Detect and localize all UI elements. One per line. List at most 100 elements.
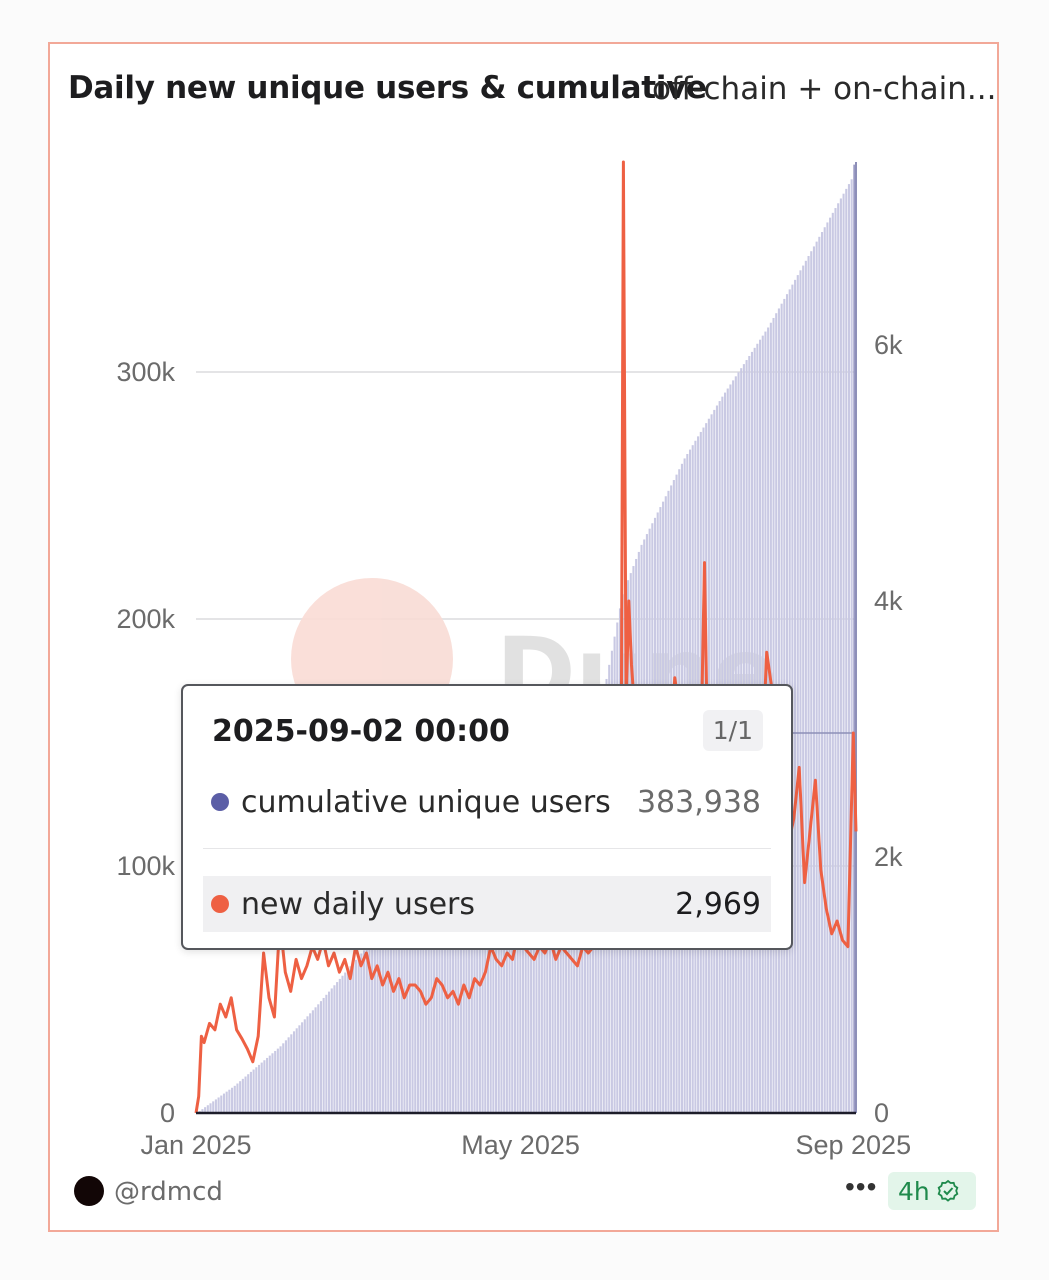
cumulative-bar [834, 208, 837, 1113]
cumulative-bar [220, 1095, 223, 1113]
cumulative-bar [371, 940, 374, 1113]
cumulative-bar [325, 994, 328, 1113]
cumulative-bar [314, 1007, 317, 1113]
chart-title: Daily new unique users & cumulative [68, 70, 707, 106]
cumulative-bar [225, 1091, 228, 1113]
cumulative-bar [416, 889, 419, 1113]
y-left-tick-label: 100k [116, 851, 175, 881]
cumulative-bar [847, 184, 851, 1113]
cumulative-bar [290, 1034, 293, 1113]
cumulative-bar [460, 840, 463, 1113]
cumulative-bar [341, 975, 344, 1113]
tooltip-row-daily: new daily users 2,969 [203, 876, 771, 932]
cumulative-bar [292, 1031, 296, 1113]
cumulative-bar [511, 787, 514, 1113]
tooltip-value: 2,969 [675, 886, 761, 922]
cumulative-bar [271, 1053, 274, 1113]
cumulative-bar [398, 909, 401, 1113]
chart-axes: 0 100k 200k 300k 0 2k 4k 6k Jan 2025 May 2025 Sep … [116, 330, 911, 1160]
cumulative-bar [241, 1078, 244, 1113]
cumulative-bar [508, 790, 511, 1113]
chart-subtitle[interactable]: off-chain + on-chain... [652, 71, 997, 107]
cumulative-bar [373, 937, 376, 1113]
cumulative-bar [387, 921, 390, 1113]
y-left-tick-label: 0 [160, 1098, 175, 1128]
cumulative-bar [414, 892, 417, 1113]
cumulative-bar [249, 1071, 252, 1113]
series-dot-icon [211, 793, 229, 811]
cumulative-bar [319, 1001, 323, 1113]
author-handle[interactable]: @rdmcd [114, 1177, 223, 1207]
cumulative-bar [465, 834, 468, 1113]
tooltip-date: 2025-09-02 00:00 [212, 714, 510, 749]
cumulative-bar [457, 843, 460, 1113]
cumulative-bar [231, 1087, 234, 1113]
cumulative-bar [365, 947, 368, 1113]
cumulative-bar [239, 1081, 242, 1113]
cumulative-bar [438, 865, 441, 1113]
y-left-tick-label: 300k [116, 357, 175, 387]
chart-tooltip: 2025-09-02 00:00 1/1 cumulative unique u… [181, 684, 793, 950]
refresh-age: 4h [898, 1176, 930, 1206]
cumulative-bar [260, 1062, 263, 1113]
cumulative-bar [850, 179, 853, 1114]
cumulative-bar [301, 1022, 304, 1113]
y-right-tick-label: 0 [874, 1098, 889, 1128]
cumulative-bar [807, 256, 810, 1113]
cumulative-bar [204, 1107, 207, 1113]
cumulative-bar [346, 969, 349, 1113]
cumulative-bar [419, 886, 422, 1113]
cumulative-bar [287, 1037, 290, 1113]
cumulative-bar [274, 1050, 277, 1113]
cumulative-bar [354, 959, 358, 1113]
cumulative-bar [451, 850, 455, 1113]
cumulative-bar [322, 997, 325, 1113]
more-options-icon[interactable]: ••• [845, 1171, 878, 1202]
cumulative-bar [381, 928, 384, 1113]
cumulative-bar [279, 1046, 282, 1113]
cumulative-bar [392, 915, 395, 1113]
y-right-tick-label: 2k [874, 842, 903, 872]
cumulative-bar [330, 988, 333, 1113]
cumulative-bar [400, 906, 403, 1113]
cumulative-bar [395, 912, 398, 1113]
x-tick-label: Sep 2025 [795, 1130, 911, 1160]
cumulative-bar [829, 217, 832, 1113]
cumulative-bar [295, 1028, 298, 1113]
cumulative-bar [276, 1048, 279, 1113]
cumulative-bar [214, 1099, 217, 1113]
cumulative-bar [839, 198, 842, 1114]
cumulative-bar [492, 805, 495, 1113]
tooltip-label: new daily users [241, 886, 475, 922]
cumulative-bar [266, 1057, 269, 1113]
cumulative-bar [804, 260, 807, 1113]
tooltip-label: cumulative unique users [241, 784, 611, 820]
cumulative-bar [363, 950, 366, 1113]
cumulative-bar [818, 236, 821, 1114]
chart-card: Daily new unique users & cumulative off-… [48, 42, 999, 1232]
cumulative-bar [446, 856, 449, 1113]
y-right-tick-label: 4k [874, 586, 903, 616]
cumulative-bar [454, 846, 457, 1113]
cumulative-bar [403, 903, 406, 1113]
cumulative-bar [408, 897, 411, 1113]
cumulative-bar [384, 924, 387, 1113]
cumulative-bar [796, 275, 799, 1113]
cumulative-bar [794, 279, 797, 1113]
cumulative-bar [812, 246, 815, 1114]
cumulative-bar [244, 1076, 247, 1113]
cumulative-bar [470, 827, 473, 1113]
cumulative-bar [303, 1019, 306, 1113]
cumulative-bar [317, 1004, 320, 1113]
cumulative-bar [298, 1025, 301, 1113]
cumulative-bar [503, 795, 506, 1113]
cumulative-bar [206, 1105, 209, 1113]
cumulative-bar [360, 953, 363, 1113]
cumulative-bar [411, 895, 414, 1113]
cumulative-bar [233, 1085, 236, 1113]
avatar[interactable] [74, 1176, 104, 1206]
cumulative-bar [815, 241, 818, 1113]
refresh-badge[interactable]: 4h [888, 1172, 976, 1210]
cumulative-bar [344, 972, 347, 1113]
